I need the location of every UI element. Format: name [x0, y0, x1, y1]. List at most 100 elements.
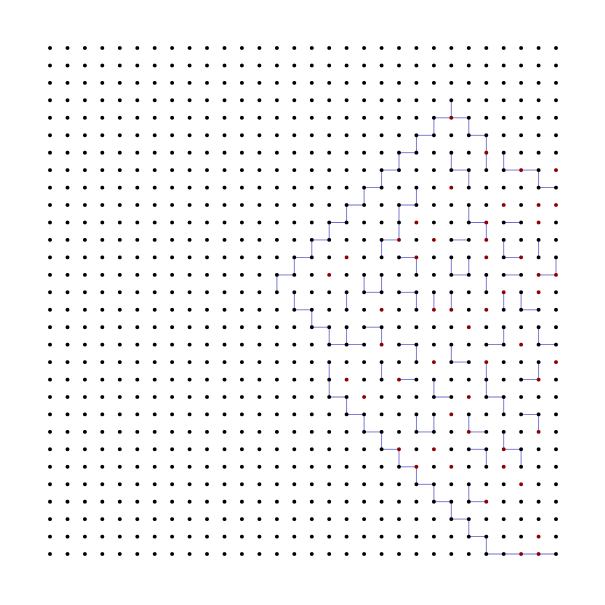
- lattice-point: [362, 220, 366, 225]
- lattice-point: [397, 255, 401, 260]
- lattice-point: [222, 430, 227, 434]
- lattice-point: [205, 360, 209, 364]
- lattice-point: [362, 482, 366, 487]
- lattice-point: [519, 115, 523, 120]
- lattice-point: [397, 168, 401, 173]
- highlighted-lattice-point: [501, 447, 506, 452]
- lattice-point: [135, 342, 140, 347]
- lattice-point: [205, 290, 209, 295]
- lattice-point: [187, 430, 192, 434]
- lattice-point: [83, 325, 87, 330]
- lattice-point: [327, 552, 332, 556]
- lattice-point: [117, 412, 122, 417]
- lattice-point: [152, 115, 157, 120]
- lattice-point: [100, 220, 105, 225]
- lattice-point: [240, 430, 244, 434]
- highlighted-lattice-point: [344, 377, 349, 382]
- lattice-point: [292, 98, 297, 103]
- lattice-point: [519, 517, 523, 521]
- lattice-point: [379, 81, 384, 85]
- lattice-point: [205, 63, 209, 68]
- lattice-point: [117, 63, 122, 68]
- lattice-point: [397, 220, 401, 225]
- lattice-point: [536, 115, 541, 120]
- lattice-point: [240, 395, 244, 399]
- highlighted-lattice-point: [397, 238, 401, 242]
- lattice-point: [135, 552, 140, 556]
- lattice-point: [257, 273, 262, 277]
- lattice-point: [152, 238, 157, 242]
- lattice-point: [379, 517, 384, 521]
- lattice-point: [48, 499, 52, 504]
- lattice-point: [240, 534, 244, 539]
- lattice-point: [536, 517, 541, 521]
- highlighted-lattice-point: [449, 464, 454, 469]
- lattice-point: [519, 430, 523, 434]
- lattice-point: [48, 307, 52, 312]
- lattice-point: [327, 115, 332, 120]
- lattice-point: [275, 342, 279, 347]
- lattice-point: [536, 342, 541, 347]
- lattice-point: [501, 325, 506, 330]
- lattice-point: [292, 220, 297, 225]
- highlighted-lattice-point: [449, 412, 454, 417]
- lattice-point: [362, 185, 366, 190]
- lattice-point: [257, 464, 262, 469]
- lattice-point: [344, 273, 349, 277]
- lattice-point: [117, 203, 122, 207]
- lattice-point: [344, 534, 349, 539]
- lattice-point: [379, 447, 384, 452]
- lattice-point: [205, 307, 209, 312]
- highlighted-lattice-point: [536, 273, 541, 277]
- lattice-point: [187, 395, 192, 399]
- lattice-point: [240, 46, 244, 50]
- lattice-point: [536, 482, 541, 487]
- lattice-point: [205, 150, 209, 155]
- lattice-point: [309, 238, 314, 242]
- lattice-point: [414, 81, 419, 85]
- lattice-point: [362, 168, 366, 173]
- lattice-point: [187, 98, 192, 103]
- lattice-point: [466, 238, 471, 242]
- lattice-point: [309, 63, 314, 68]
- lattice-point: [117, 290, 122, 295]
- lattice-point: [292, 185, 297, 190]
- highlighted-lattice-point: [397, 377, 401, 382]
- lattice-point: [519, 464, 523, 469]
- lattice-point: [152, 63, 157, 68]
- lattice-point: [170, 325, 175, 330]
- lattice-point: [449, 238, 454, 242]
- lattice-point: [100, 133, 105, 138]
- lattice-point: [152, 464, 157, 469]
- lattice-point: [100, 325, 105, 330]
- lattice-point: [152, 46, 157, 50]
- lattice-point: [292, 377, 297, 382]
- lattice-point: [397, 499, 401, 504]
- lattice-point: [257, 307, 262, 312]
- lattice-point: [536, 46, 541, 50]
- lattice-point: [205, 552, 209, 556]
- lattice-point: [275, 46, 279, 50]
- lattice-point: [466, 534, 471, 539]
- lattice-point: [187, 46, 192, 50]
- lattice-point: [466, 46, 471, 50]
- highlighted-lattice-point: [449, 307, 454, 312]
- lattice-point: [117, 447, 122, 452]
- lattice-point: [257, 482, 262, 487]
- lattice-point: [187, 534, 192, 539]
- lattice-point: [205, 412, 209, 417]
- lattice-point: [519, 150, 523, 155]
- lattice-point: [501, 168, 506, 173]
- lattice-point: [257, 255, 262, 260]
- lattice-point: [100, 430, 105, 434]
- lattice-point: [222, 220, 227, 225]
- lattice-point: [344, 430, 349, 434]
- highlighted-lattice-point: [484, 255, 489, 260]
- lattice-point: [100, 377, 105, 382]
- lattice-point: [65, 342, 70, 347]
- lattice-point: [362, 552, 366, 556]
- lattice-point: [65, 63, 70, 68]
- lattice-point: [117, 150, 122, 155]
- lattice-point: [240, 203, 244, 207]
- lattice-point: [152, 499, 157, 504]
